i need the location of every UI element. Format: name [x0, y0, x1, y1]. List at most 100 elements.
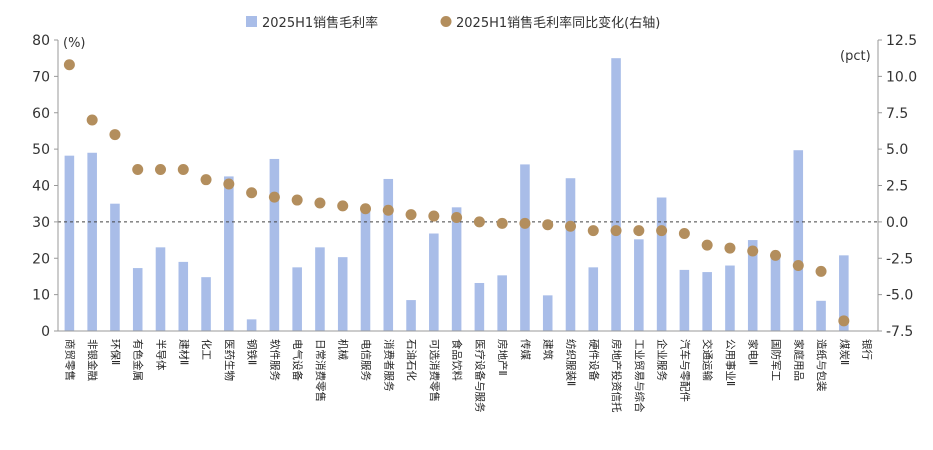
dot-房地产Ⅱ	[496, 217, 508, 229]
bar-造纸与包装	[816, 300, 826, 331]
bar-可选消费零售	[429, 233, 439, 331]
bar-房地产投资信托	[611, 58, 621, 331]
category-label: 软件服务	[268, 339, 281, 381]
dot-汽车与零配件	[678, 228, 690, 240]
category-labels: 商贸零售 非银金融 环保Ⅱ 有色金属 半导体 建材Ⅱ 化工 医药生物 钢铁Ⅱ 软件服务 电气设备 日常…	[63, 339, 873, 413]
bar-公用事业Ⅱ	[725, 265, 735, 331]
category-label: 传媒	[519, 339, 532, 360]
bar-硬件设备	[588, 267, 599, 331]
legend: 2025H1销售毛利率 2025H1销售毛利率同比变化(右轴)	[246, 15, 660, 31]
right-tick-label: 0.0	[886, 215, 908, 231]
dot-化工	[200, 174, 212, 186]
bar-国防军工	[770, 254, 781, 331]
left-tick-label: 10	[32, 288, 50, 304]
left-tick-label: 70	[32, 69, 50, 85]
category-label: 食品饮料	[451, 339, 464, 381]
bar-电气设备	[292, 267, 302, 331]
right-tick-label: 2.5	[886, 179, 908, 195]
category-label: 汽车与零配件	[678, 339, 691, 402]
dot-石油石化	[405, 209, 417, 221]
bar-电信服务	[360, 209, 371, 331]
category-label: 半导体	[155, 339, 168, 371]
dot-有色金属	[132, 163, 144, 175]
bar-半导体	[155, 247, 166, 331]
right-tick-label: 12.5	[886, 33, 917, 49]
category-label: 日常消费零售	[314, 339, 327, 402]
bar-医疗设备与服务	[474, 282, 485, 331]
left-tick-label: 30	[32, 215, 50, 231]
dot-可选消费零售	[428, 210, 440, 222]
bar-建筑	[542, 295, 553, 331]
category-label: 交通运输	[701, 339, 714, 381]
category-label: 电信服务	[360, 339, 373, 381]
bar-化工	[201, 277, 211, 331]
category-label: 家庭用品	[792, 339, 805, 381]
category-label: 石油石化	[405, 339, 418, 381]
legend-bar-swatch	[246, 16, 257, 27]
left-tick-label: 80	[32, 33, 50, 49]
dot-电信服务	[360, 203, 371, 215]
bar-有色金属	[132, 268, 143, 331]
category-label: 环保Ⅱ	[109, 339, 122, 365]
bar-机械	[337, 257, 348, 331]
left-tick-label: 0	[41, 324, 50, 340]
category-label: 房地产投资信托	[610, 339, 623, 413]
bar-房地产Ⅱ	[497, 275, 507, 331]
right-tick-label: 7.5	[886, 106, 908, 122]
category-label: 医疗设备与服务	[473, 339, 486, 413]
dot-医药生物	[223, 178, 235, 190]
dot-钢铁Ⅱ	[246, 187, 258, 199]
bar-日常消费零售	[315, 247, 325, 331]
dot-机械	[337, 200, 349, 212]
dot-公用事业Ⅱ	[724, 242, 736, 254]
bar-消费者服务	[383, 178, 394, 331]
category-label: 银行	[861, 339, 874, 360]
dot-国防军工	[770, 249, 781, 261]
dot-食品饮料	[451, 212, 463, 224]
category-label: 煤炭Ⅱ	[838, 339, 851, 365]
category-label: 硬件设备	[587, 339, 600, 381]
bar-家庭用品	[793, 150, 804, 331]
bar-非银金融	[87, 152, 97, 331]
category-label: 纺织服装Ⅱ	[565, 339, 578, 386]
category-label: 有色金属	[132, 339, 145, 381]
bar-纺织服装Ⅱ	[565, 178, 576, 331]
category-label: 商贸零售	[63, 339, 76, 381]
dot-传媒	[519, 217, 531, 229]
bar-传媒	[520, 164, 530, 331]
right-tick-label: -5.0	[886, 288, 913, 304]
category-label: 电气设备	[291, 339, 304, 381]
dot-电气设备	[291, 194, 303, 206]
bar-series	[64, 58, 849, 331]
dot-series	[63, 59, 850, 327]
dot-半导体	[155, 163, 166, 175]
left-tick-label: 60	[32, 106, 50, 122]
dot-造纸与包装	[815, 265, 827, 277]
dot-消费者服务	[382, 204, 394, 216]
bar-工业贸易与综合	[634, 239, 644, 331]
legend-dot-label: 2025H1销售毛利率同比变化(右轴)	[456, 15, 660, 31]
dot-工业贸易与综合	[633, 225, 645, 237]
right-axis: -7.5 -5.0 -2.5 0.0 2.5 5.0 7.5 10.0 12.5	[878, 33, 917, 340]
dot-环保Ⅱ	[109, 129, 121, 141]
left-tick-label: 40	[32, 179, 50, 195]
category-label: 消费者服务	[382, 339, 395, 392]
category-label: 建筑	[542, 339, 555, 360]
bar-交通运输	[702, 272, 712, 331]
bar-企业服务	[656, 197, 667, 331]
bar-建材Ⅱ	[178, 261, 189, 331]
category-label: 房地产Ⅱ	[496, 339, 509, 376]
category-label: 可选消费零售	[428, 339, 441, 402]
dot-家电Ⅱ	[747, 245, 759, 257]
dot-纺织服装Ⅱ	[565, 220, 576, 232]
left-tick-label: 20	[32, 251, 50, 267]
bar-汽车与零配件	[679, 269, 690, 331]
bar-家电Ⅱ	[747, 240, 758, 331]
category-label: 医药生物	[223, 339, 236, 381]
bar-钢铁Ⅱ	[246, 319, 257, 331]
category-label: 企业服务	[656, 339, 669, 381]
right-tick-label: 10.0	[886, 69, 917, 85]
right-tick-label: -2.5	[886, 251, 913, 267]
legend-dot-swatch	[440, 16, 452, 27]
